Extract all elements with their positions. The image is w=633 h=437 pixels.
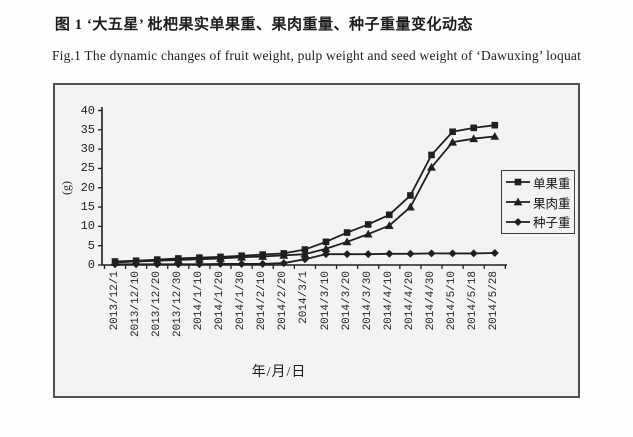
x-tick-label: 2014/4/30 <box>425 271 437 331</box>
legend-label: 果肉重 <box>533 196 571 211</box>
x-tick-label: 2014/4/20 <box>403 271 416 331</box>
x-tick-label: 2014/5/18 <box>467 271 480 331</box>
x-tick-label: 2014/3/20 <box>340 271 353 331</box>
figure-title-cn: 图 1 ‘大五星’ 枇杷果实单果重、果肉重量、种子重量变化动态 <box>54 17 474 33</box>
legend-marker-square-icon <box>506 178 530 186</box>
figure-caption-en: Fig.1 The dynamic changes of fruit weigh… <box>51 48 582 63</box>
x-tick-label: 2014/2/10 <box>256 271 269 331</box>
series-line-fruit-weight <box>114 124 495 263</box>
series-line-pulp-weight <box>114 135 495 264</box>
legend-item-pulp-weight: 果肉重 <box>505 193 574 212</box>
x-tick-label: 2013/12/10 <box>129 271 142 338</box>
legend-item-seed-weight: 种子重 <box>505 212 574 231</box>
legend: 单果重 果肉重 种子重 <box>501 170 575 234</box>
legend-marker-diamond-icon <box>506 217 530 226</box>
y-tick-label: 10 <box>80 219 95 234</box>
y-tick-label: 25 <box>80 161 95 176</box>
x-tick-label: 2014/2/20 <box>277 271 290 331</box>
y-tick-label: 40 <box>80 103 95 118</box>
x-axis-title: 年/月/日 <box>251 365 307 380</box>
x-tick-label: 2014/5/28 <box>488 271 501 331</box>
series-fruit-weight <box>111 121 499 265</box>
x-tick-label: 2014/3/10 <box>319 271 332 331</box>
x-tick-label: 2014/1/20 <box>214 271 226 331</box>
x-tick-label: 2014/3/30 <box>361 271 374 331</box>
x-tick-label: 2013/12/30 <box>171 271 184 338</box>
legend-label: 单果重 <box>533 176 571 191</box>
x-tick-label: 2013/12/1 <box>108 271 121 331</box>
x-tick-label: 2013/12/20 <box>150 271 163 338</box>
legend-item-fruit-weight: 单果重 <box>505 173 574 192</box>
x-tick-label: 2014/1/30 <box>235 271 248 331</box>
y-tick-label: 0 <box>87 258 95 272</box>
series-seed-weight <box>111 249 499 269</box>
y-tick-label: 30 <box>80 142 95 157</box>
y-tick-label: 5 <box>87 238 95 253</box>
x-tick-label: 2014/5/10 <box>446 271 459 331</box>
legend-label: 种子重 <box>533 216 571 231</box>
series-pulp-weight <box>110 131 500 266</box>
axes <box>98 107 507 269</box>
x-tick-label: 2014/4/10 <box>382 271 395 331</box>
y-tick-label: 15 <box>80 200 95 215</box>
chart-frame: (g) 0 5 10 15 20 25 30 35 40 2013/12/1 2013/12/10… <box>53 83 580 398</box>
x-tick-label: 2014/3/1 <box>298 271 311 324</box>
line-chart-plot <box>98 107 507 269</box>
y-tick-label: 20 <box>80 180 95 195</box>
y-tick-label: 35 <box>80 122 95 137</box>
legend-marker-triangle-icon <box>506 197 530 206</box>
x-tick-label: 2014/1/10 <box>192 271 205 331</box>
